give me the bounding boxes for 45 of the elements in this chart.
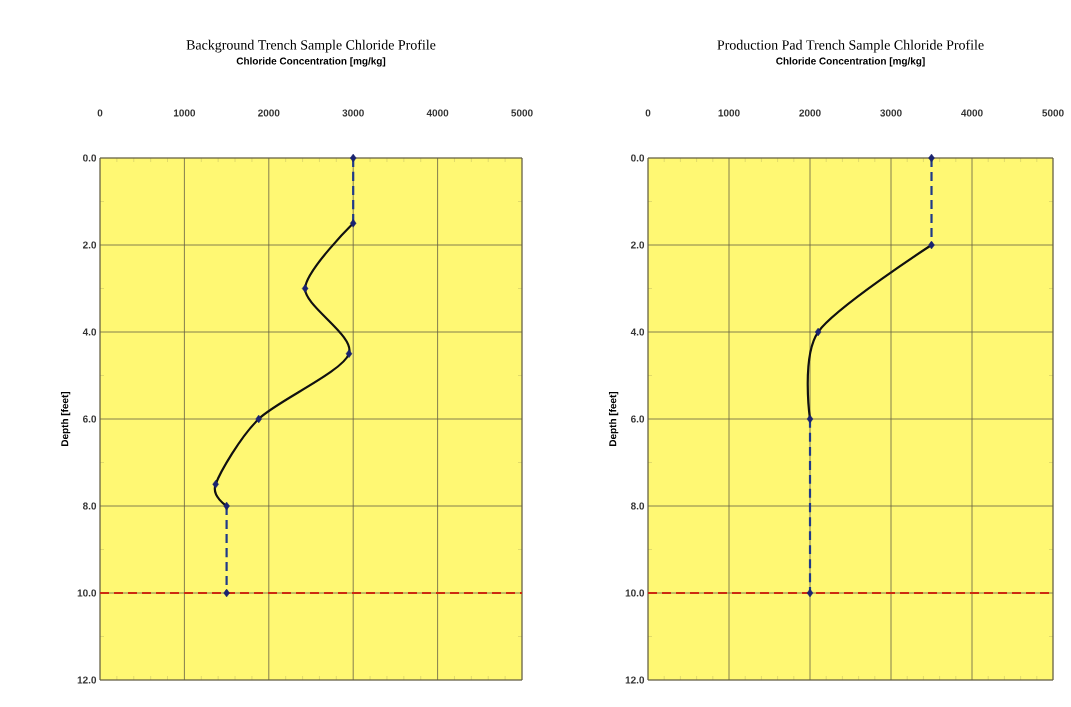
y-tick-label: 10.0 [625, 589, 645, 597]
x-axis-title: Chloride Concentration [mg/kg] [776, 57, 925, 67]
x-tick-label: 1000 [173, 109, 196, 117]
y-tick-label: 2.0 [630, 241, 645, 249]
y-tick-label: 8.0 [630, 502, 645, 510]
x-tick-label: 5000 [511, 109, 533, 117]
y-tick-label: 12.0 [625, 676, 645, 684]
y-tick-label: 6.0 [631, 415, 645, 423]
x-tick-label: 3000 [880, 109, 902, 117]
x-tick-label: 1000 [718, 109, 740, 117]
x-tick-label: 0 [97, 109, 103, 117]
point [345, 349, 353, 358]
x-tick-label: 0 [645, 109, 651, 117]
y-axis-title: Depth [feet] [60, 391, 71, 446]
point [212, 480, 219, 489]
y-axis-title: Depth [feet] [608, 391, 619, 446]
point [814, 327, 822, 337]
chart-title: Production Pad Trench Sample Chloride Profile [717, 39, 984, 53]
x-tick-label: 4000 [961, 109, 983, 117]
x-tick-label: 2000 [799, 109, 821, 117]
point [223, 501, 230, 511]
x-tick-label: 3000 [342, 109, 364, 117]
point [223, 588, 230, 598]
y-tick-label: 8.0 [82, 502, 97, 510]
y-tick-label: 6.0 [82, 415, 97, 423]
x-axis-title: Chloride Concentration [mg/kg] [236, 57, 386, 67]
point [928, 240, 935, 250]
x-tick-label: 5000 [1042, 109, 1064, 117]
point [350, 219, 357, 228]
y-tick-label: 10.0 [77, 589, 97, 597]
y-tick-label: 4.0 [630, 328, 645, 336]
x-tick-label: 2000 [258, 109, 280, 117]
chart-title: Background Trench Sample Chloride Profile [186, 39, 436, 53]
point [301, 284, 309, 293]
y-tick-label: 4.0 [82, 328, 97, 336]
point [806, 588, 814, 598]
point [350, 153, 357, 163]
y-tick-label: 12.0 [77, 676, 97, 684]
y-tick-label: 2.0 [82, 241, 97, 249]
x-tick-label: 4000 [426, 109, 449, 117]
point [928, 153, 935, 163]
y-tick-label: 0.0 [83, 154, 97, 162]
point [255, 414, 262, 424]
y-tick-label: 0.0 [631, 154, 645, 162]
point [806, 414, 814, 424]
